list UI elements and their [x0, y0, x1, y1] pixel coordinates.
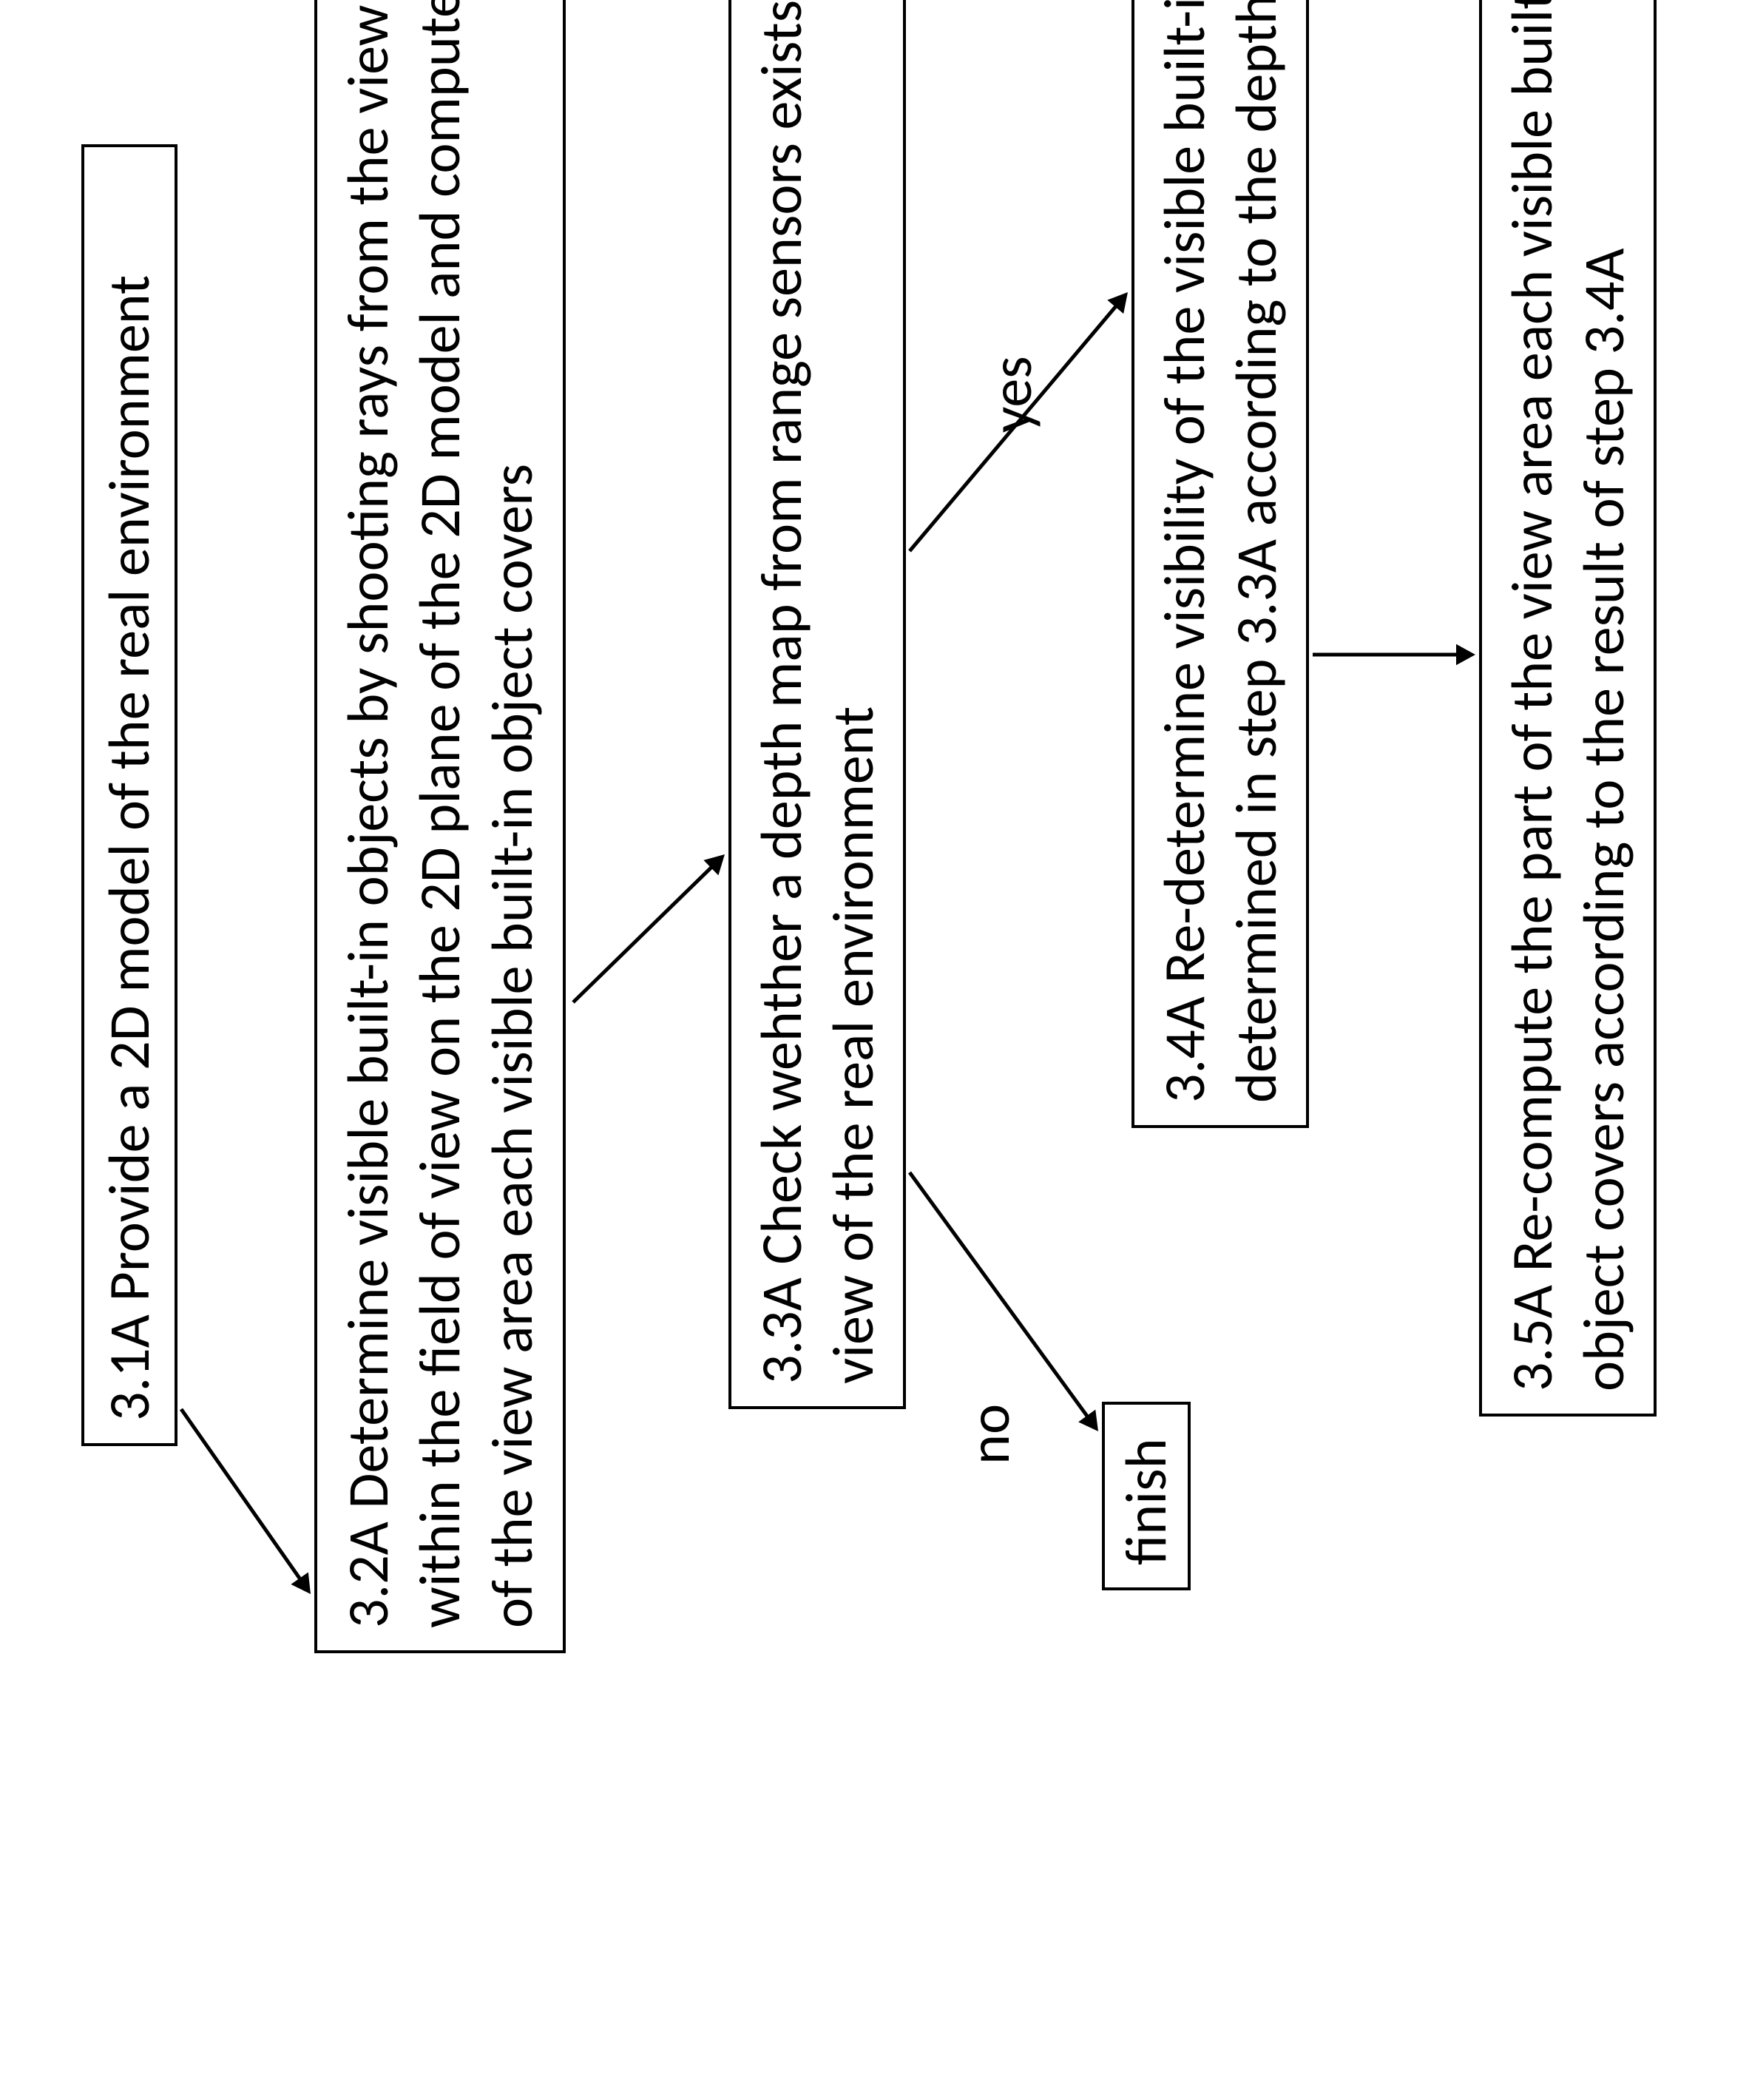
step-3-3a: 3.3A Check wehther a depth map from rang… [728, 0, 906, 1409]
step-3-5a: 3.5A Re-compute the part of the view are… [1479, 0, 1657, 1417]
step-3-1a-text: 3.1A Provide a 2D model of the real envi… [93, 275, 166, 1421]
step-3-3a-text: 3.3A Check wehther a depth map from rang… [745, 0, 890, 1384]
step-3-2a: 3.2A Determine visible built-in objects … [314, 0, 566, 1653]
finish-text: finish [1110, 1438, 1183, 1565]
step-3-2a-text: 3.2A Determine visible built-in objects … [332, 0, 549, 1628]
finish-box: finish [1102, 1402, 1191, 1590]
step-3-5a-text: 3.5A Re-compute the part of the view are… [1496, 0, 1640, 1391]
flowchart-canvas: Fig.2A 3.1A Provide a 2D model of the re… [0, 0, 1749, 1749]
edge-label-no: no [954, 1404, 1024, 1465]
edge-label-yes: yes [976, 356, 1046, 433]
step-3-4a: 3.4A Re-determine visibility of the visi… [1131, 0, 1309, 1128]
step-3-1a: 3.1A Provide a 2D model of the real envi… [81, 144, 177, 1446]
step-3-4a-text: 3.4A Re-determine visibility of the visi… [1148, 0, 1293, 1103]
